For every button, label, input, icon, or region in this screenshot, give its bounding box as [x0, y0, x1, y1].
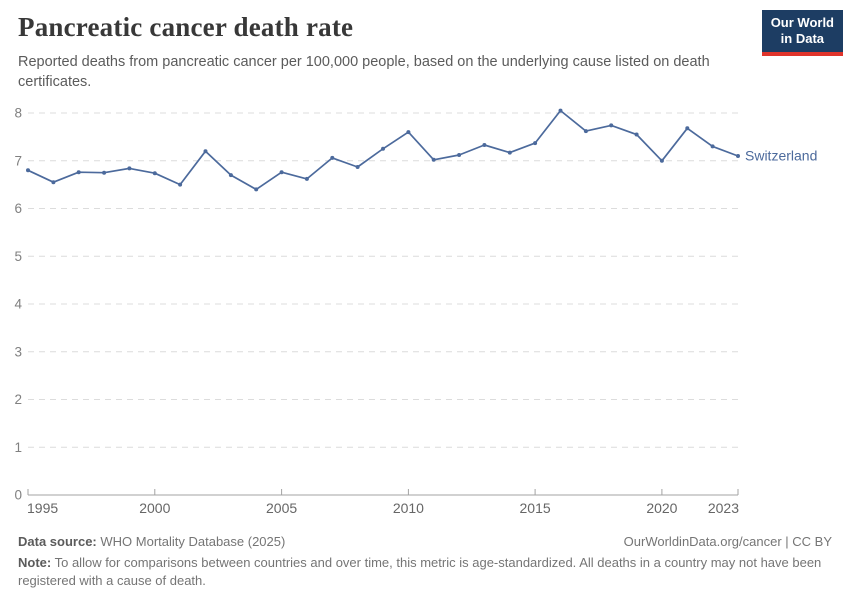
data-point-marker	[178, 182, 183, 187]
x-axis-tick-label: 1995	[27, 500, 58, 516]
data-point-marker	[76, 170, 81, 175]
y-axis-tick-label: 2	[14, 392, 22, 407]
data-point-marker	[228, 173, 233, 178]
owid-logo-line2: in Data	[780, 31, 825, 46]
data-point-marker	[102, 170, 107, 175]
owid-logo-line1: Our World	[770, 15, 834, 30]
footnote: Note: To allow for comparisons between c…	[18, 554, 832, 590]
y-axis-tick-label: 4	[14, 297, 22, 312]
data-source-value: WHO Mortality Database (2025)	[100, 534, 286, 549]
data-point-marker	[583, 129, 588, 134]
data-point-marker	[355, 165, 360, 169]
y-axis-tick-label: 1	[14, 440, 22, 455]
y-axis-tick-label: 7	[14, 153, 22, 168]
license-link[interactable]: OurWorldinData.org/cancer | CC BY	[623, 534, 832, 549]
series-end-label: Switzerland	[745, 148, 817, 164]
data-point-marker	[634, 132, 639, 137]
data-point-marker	[203, 149, 208, 154]
data-point-marker	[482, 143, 487, 147]
data-point-marker	[304, 176, 309, 181]
data-point-marker	[51, 180, 56, 185]
data-point-marker	[710, 144, 715, 149]
chart-subtitle: Reported deaths from pancreatic cancer p…	[18, 54, 710, 90]
footnote-text: To allow for comparisons between countri…	[18, 555, 822, 589]
y-axis-tick-label: 5	[14, 249, 22, 264]
footnote-label: Note:	[18, 555, 52, 571]
chart-title: Pancreatic cancer death rate	[18, 12, 354, 42]
y-axis-tick-label: 8	[14, 106, 22, 121]
data-point-marker	[406, 130, 411, 135]
data-point-marker	[736, 154, 740, 158]
data-point-marker	[609, 123, 614, 128]
data-point-marker	[381, 146, 385, 151]
x-axis-tick-label: 2023	[708, 500, 739, 516]
data-source: Data source: WHO Mortality Database (202…	[18, 533, 285, 551]
data-point-marker	[26, 168, 30, 173]
y-axis-tick-label: 6	[14, 201, 22, 216]
x-axis-tick-label: 2010	[393, 500, 424, 516]
x-axis-tick-label: 2005	[266, 500, 297, 516]
data-point-marker	[152, 171, 157, 176]
data-source-label: Data source:	[18, 534, 97, 549]
data-point-marker	[330, 155, 335, 160]
x-axis-tick-label: 2000	[139, 500, 170, 516]
data-point-marker	[558, 108, 563, 113]
data-point-marker	[254, 187, 259, 192]
x-axis-tick-label: 2020	[646, 500, 677, 516]
data-point-marker	[533, 141, 538, 146]
data-point-marker	[127, 166, 132, 171]
y-axis-tick-label: 3	[14, 344, 22, 359]
data-point-marker	[659, 158, 664, 163]
chart-header: Pancreatic cancer death rate Reported de…	[18, 12, 758, 92]
owid-logo[interactable]: Our World in Data	[761, 10, 843, 56]
x-axis-tick-label: 2015	[520, 500, 551, 516]
data-point-marker	[685, 126, 690, 131]
chart-footer: Data source: WHO Mortality Database (202…	[18, 533, 832, 591]
data-point-marker	[457, 153, 462, 157]
y-axis-tick-label: 0	[14, 488, 22, 503]
data-point-marker	[279, 170, 284, 175]
data-point-marker	[507, 150, 512, 155]
data-point-marker	[431, 157, 436, 162]
